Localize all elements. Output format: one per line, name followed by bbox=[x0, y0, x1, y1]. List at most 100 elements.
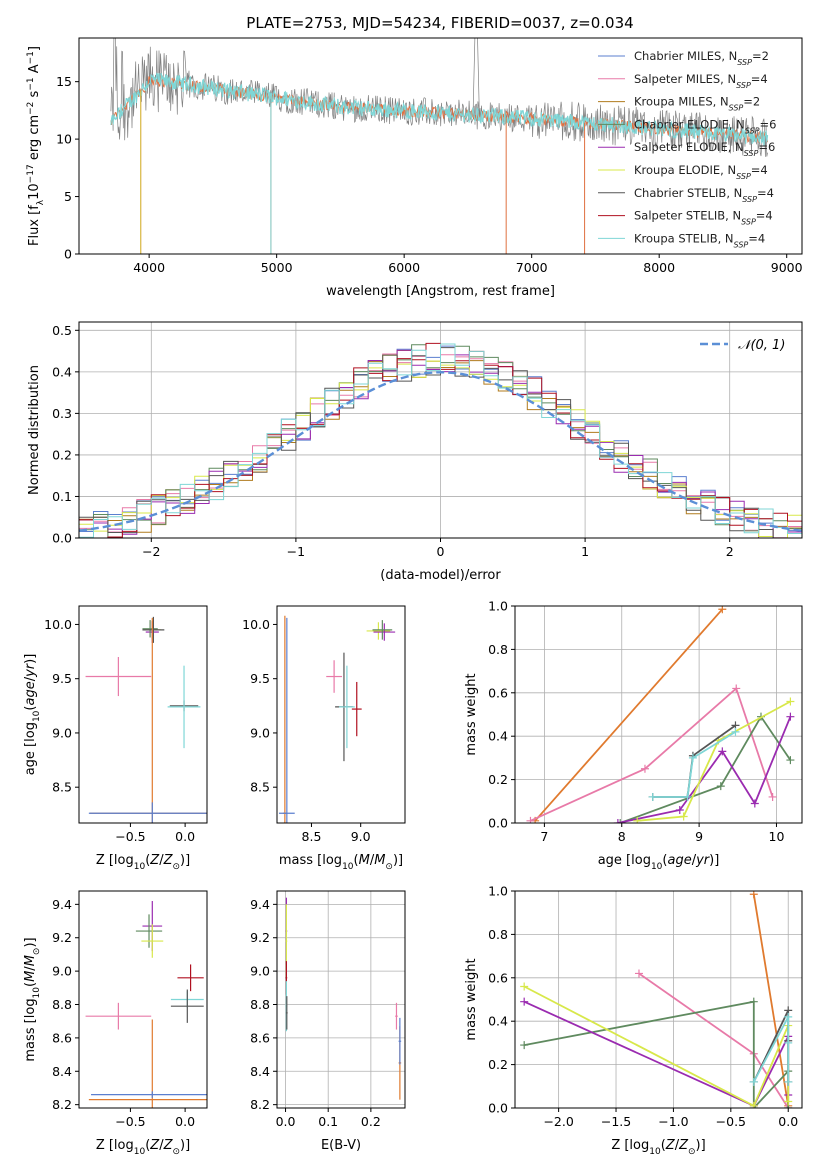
axes-frame bbox=[514, 890, 803, 1109]
y-tick-label: 0.6 bbox=[488, 685, 508, 700]
legend-label: Kroupa STELIB, NSSP=4 bbox=[634, 231, 765, 249]
y-tick-label: 8.5 bbox=[52, 780, 72, 795]
x-tick-label: 9000 bbox=[771, 260, 803, 275]
y-axis-label: mass weight bbox=[464, 673, 479, 755]
weight-marker bbox=[718, 606, 727, 614]
chart-z-weight bbox=[515, 890, 802, 1109]
weight-marker bbox=[749, 891, 758, 899]
chart-age-weight-axes: 7 8 9 10 0.0 0.2 0.4 0.6 0.8 1.0 mass weight age [l… bbox=[464, 599, 803, 872]
x-tick-label: 4000 bbox=[133, 260, 165, 275]
y-tick-label: 9.5 bbox=[52, 671, 72, 686]
chart-z-mass-axes: −0.5 0.0 8.2 8.4 8.6 8.8 9.0 9.2 9.4 Z [log10(Z/Z… bbox=[23, 890, 208, 1157]
x-tick-label: 8 bbox=[618, 829, 626, 844]
legend-label: Salpeter ELODIE, NSSP=6 bbox=[634, 140, 775, 158]
x-axis-label: Z [log10(Z/Z⊙)] bbox=[96, 853, 190, 872]
legend-label: Chabrier ELODIE, NSSP=6 bbox=[634, 117, 776, 135]
weight-marker bbox=[526, 816, 535, 823]
y-tick-label: 5 bbox=[64, 189, 72, 204]
chart-spectrum bbox=[110, 38, 769, 254]
y-tick-label: 9.0 bbox=[52, 964, 72, 979]
y-tick-label: 0.2 bbox=[52, 447, 72, 462]
x-tick-label: −0.5 bbox=[115, 1114, 145, 1129]
y-tick-label: 0.1 bbox=[52, 489, 72, 504]
y-tick-label: 0.6 bbox=[488, 970, 508, 985]
weight-marker bbox=[749, 997, 758, 1006]
axes-frame bbox=[78, 890, 208, 1109]
x-axis-label: (data-model)/error bbox=[380, 568, 501, 583]
weight-marker bbox=[640, 764, 649, 773]
plot-area bbox=[278, 615, 396, 823]
weight-line bbox=[652, 731, 736, 798]
y-tick-label: 10 bbox=[56, 132, 72, 147]
plot-area bbox=[285, 897, 402, 1100]
chart-ebv-mass-axes: 0.0 0.1 0.2 8.2 8.4 8.6 8.8 9.0 9.2 9.4 E(B-V) bbox=[250, 890, 406, 1153]
weight-line bbox=[530, 686, 774, 822]
weight-marker bbox=[784, 1097, 793, 1106]
y-tick-label: 8.2 bbox=[52, 1097, 72, 1112]
y-tick-label: 1.0 bbox=[488, 884, 508, 899]
weight-marker bbox=[634, 969, 643, 978]
legend-label: Salpeter STELIB, NSSP=4 bbox=[634, 209, 773, 227]
legend-label: Chabrier MILES, NSSP=2 bbox=[634, 49, 769, 67]
legend-label: Kroupa MILES, NSSP=2 bbox=[634, 95, 760, 113]
weight-marker bbox=[731, 727, 740, 736]
chart-z-age-axes: −0.5 0.0 8.5 9.0 9.5 10.0 Z [log10(Z/Z⊙)] age [… bbox=[23, 605, 208, 872]
chart-z-age bbox=[85, 616, 207, 823]
y-axis-label: mass weight bbox=[464, 958, 479, 1040]
y-tick-label: 8.4 bbox=[250, 1064, 270, 1079]
x-tick-label: −1 bbox=[287, 544, 305, 559]
x-tick-label: 1 bbox=[581, 544, 589, 559]
y-tick-label: 0.2 bbox=[488, 1057, 508, 1072]
x-tick-label: 0 bbox=[437, 544, 445, 559]
y-tick-label: 9.2 bbox=[250, 930, 270, 945]
x-tick-label: 0.2 bbox=[361, 1114, 381, 1129]
weight-marker bbox=[520, 1041, 529, 1050]
weight-marker bbox=[750, 799, 759, 808]
plot-area bbox=[85, 616, 207, 823]
weight-marker bbox=[520, 997, 529, 1006]
weight-line bbox=[752, 894, 790, 1106]
x-tick-label: −2 bbox=[142, 544, 160, 559]
y-tick-label: 10.0 bbox=[242, 617, 270, 632]
y-tick-label: 10.0 bbox=[44, 617, 72, 632]
chart-mass-age bbox=[278, 615, 396, 823]
legend: Chabrier MILES, NSSP=2 Salpeter MILES, NS… bbox=[598, 49, 776, 249]
normal-curve bbox=[79, 371, 802, 532]
y-tick-label: 9.0 bbox=[250, 725, 270, 740]
weight-marker bbox=[786, 697, 795, 706]
weight-line bbox=[619, 715, 792, 823]
weight-marker bbox=[784, 1012, 793, 1021]
y-tick-label: 0.0 bbox=[488, 816, 508, 831]
y-tick-label: 9.2 bbox=[52, 930, 72, 945]
weight-marker bbox=[675, 805, 684, 814]
y-axis-label: Normed distribution bbox=[27, 365, 42, 495]
x-tick-label: 9.0 bbox=[351, 829, 371, 844]
weight-marker bbox=[784, 1038, 793, 1047]
weight-marker bbox=[784, 1077, 793, 1086]
x-tick-label: 10 bbox=[769, 829, 785, 844]
axes-frame bbox=[514, 605, 803, 824]
plot-area bbox=[85, 901, 207, 1108]
weight-marker bbox=[786, 756, 795, 765]
legend-label: Kroupa ELODIE, NSSP=4 bbox=[634, 163, 768, 181]
x-axis-label: age [log10(age/yr)] bbox=[598, 853, 720, 872]
x-tick-label: −0.5 bbox=[115, 829, 145, 844]
y-tick-label: 0.4 bbox=[488, 729, 508, 744]
chart-z-mass bbox=[85, 901, 207, 1108]
axes-frame bbox=[276, 890, 406, 1109]
x-tick-label: 2 bbox=[726, 544, 734, 559]
x-tick-label: 0.0 bbox=[175, 829, 195, 844]
plot-area bbox=[110, 38, 769, 254]
y-axis-label: Flux [fλ10−17 erg cm−2 s−1 A−1] bbox=[26, 46, 46, 246]
x-tick-label: 0.1 bbox=[318, 1114, 338, 1129]
x-tick-label: −2.0 bbox=[543, 1114, 573, 1129]
y-tick-label: 0.5 bbox=[52, 323, 72, 338]
y-axis-label: age [log10(age/yr)] bbox=[23, 654, 42, 776]
axes-frame bbox=[78, 605, 208, 824]
y-tick-label: 9.0 bbox=[250, 964, 270, 979]
axes-frame bbox=[276, 605, 406, 824]
weight-marker bbox=[520, 982, 529, 991]
y-tick-label: 8.4 bbox=[52, 1064, 72, 1079]
y-tick-label: 0.2 bbox=[488, 772, 508, 787]
